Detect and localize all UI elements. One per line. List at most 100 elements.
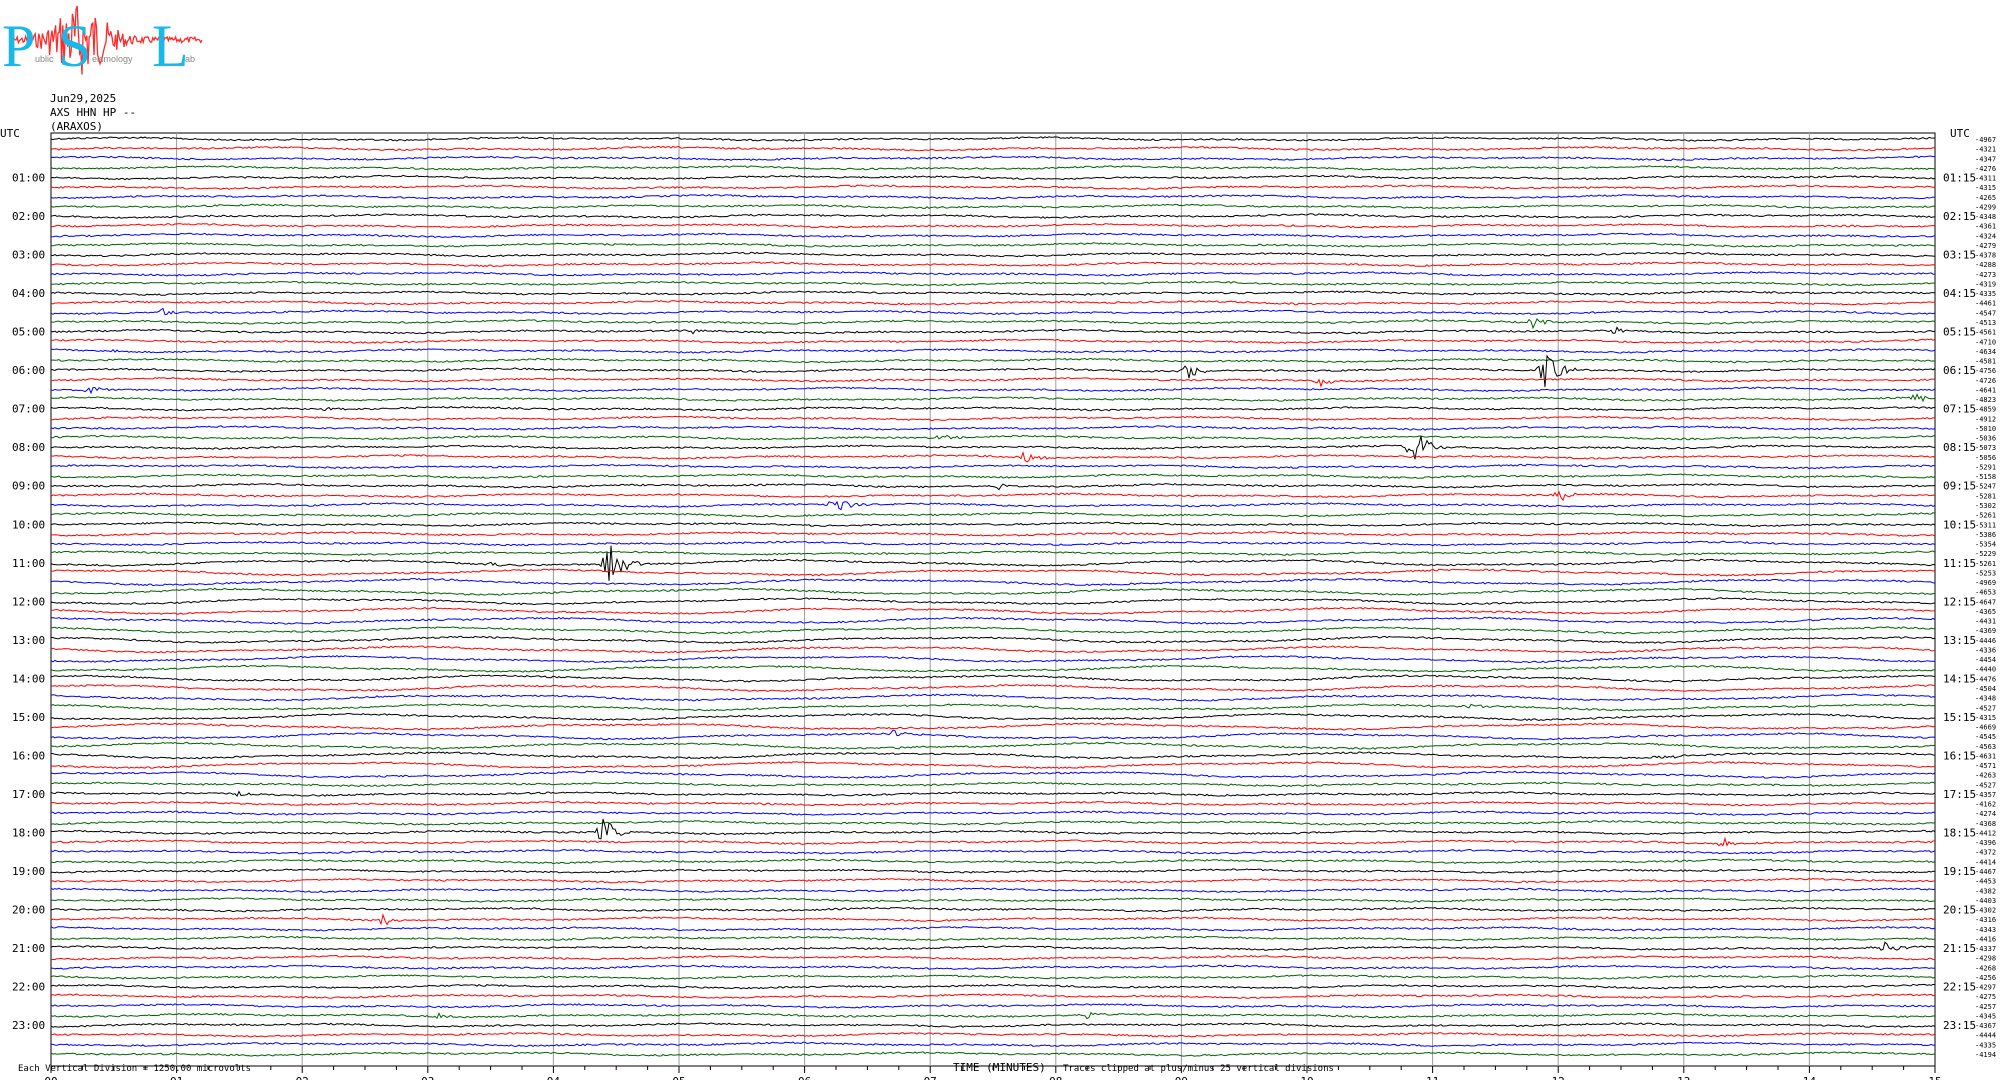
seismic-trace	[50, 317, 1936, 330]
seismic-trace	[50, 664, 1935, 673]
trace-offset-label: -4367	[1975, 1022, 1996, 1030]
minute-tick-label: 08	[1049, 1075, 1062, 1080]
seismic-trace	[50, 540, 1936, 547]
seismic-trace	[50, 954, 1936, 961]
seismic-trace	[50, 261, 1936, 268]
seismic-trace	[50, 521, 1936, 527]
seismic-trace	[50, 693, 1936, 702]
utc-label-right: UTC	[1950, 127, 1970, 140]
trace-offset-label: -5010	[1975, 425, 1996, 433]
seismic-trace	[50, 242, 1936, 248]
seismic-trace	[50, 165, 1936, 171]
trace-offset-label: -4547	[1975, 309, 1996, 317]
hour-label-left: 06:00	[12, 364, 45, 377]
seismic-trace	[50, 655, 1936, 664]
trace-offset-label: -4315	[1975, 184, 1996, 192]
header-date: Jun29,2025	[50, 92, 117, 105]
trace-offset-label: -4365	[1975, 608, 1996, 616]
logo-seismogram-trace	[9, 5, 203, 75]
seismic-trace	[50, 722, 1936, 731]
trace-offset-label: -4311	[1975, 175, 1996, 183]
trace-offset-label: -4440	[1975, 666, 1996, 674]
seismic-trace	[50, 376, 1936, 388]
trace-offset-label: -4527	[1975, 704, 1996, 712]
trace-offset-label: -4967	[1975, 136, 1996, 144]
hour-label-right: 16:15	[1943, 749, 1976, 762]
hour-label-right: 07:15	[1943, 403, 1976, 416]
seismic-trace	[50, 926, 1936, 932]
trace-offset-label: -4361	[1975, 223, 1996, 231]
trace-offset-label: -4288	[1975, 261, 1996, 269]
trace-offset-label: -4647	[1975, 598, 1996, 606]
minute-tick-label: 00	[44, 1075, 57, 1080]
trace-offset-label: -4337	[1975, 945, 1996, 953]
trace-offset-label: -5386	[1975, 531, 1996, 539]
seismic-trace	[50, 568, 1936, 577]
seismic-trace	[50, 626, 1936, 635]
minute-tick-label: 07	[924, 1075, 937, 1080]
logo-word-lab: ab	[185, 54, 195, 64]
seismic-trace	[50, 578, 1935, 587]
trace-offset-label: -5261	[1975, 512, 1996, 520]
seismic-trace	[50, 858, 1936, 865]
hour-label-right: 15:15	[1943, 711, 1976, 724]
trace-offset-label: -4319	[1975, 280, 1996, 288]
seismic-trace	[50, 290, 1936, 296]
trace-offset-label: -4335	[1975, 290, 1996, 298]
axis-labels: 00 01 02 03 04 05 06 07 08 09 10 11 12 13 14 15 UTC UTC 01…	[0, 127, 1996, 1080]
trace-offset-label: -4513	[1975, 319, 1996, 327]
seismic-trace	[50, 713, 1936, 722]
seismic-trace	[50, 300, 1936, 306]
trace-offset-label: -4378	[1975, 252, 1996, 260]
seismic-trace	[50, 729, 1936, 741]
psl-logo: P S L ublic eismology ab	[2, 5, 203, 79]
trace-offset-label: -5253	[1975, 569, 1996, 577]
hour-label-right: 11:15	[1943, 557, 1976, 570]
trace-offset-label: -4669	[1975, 724, 1996, 732]
trace-offset-label: -4279	[1975, 242, 1996, 250]
minute-tick-label: 04	[547, 1075, 561, 1080]
seismic-trace	[50, 1051, 1936, 1057]
trace-offset-label: -4302	[1975, 907, 1996, 915]
trace-offset-label: -4504	[1975, 685, 1996, 693]
seismic-trace	[50, 818, 1936, 840]
hour-label-right: 10:15	[1943, 518, 1976, 531]
hour-label-right: 12:15	[1943, 595, 1976, 608]
trace-offset-label: -4969	[1975, 579, 1996, 587]
trace-offset-label: -4335	[1975, 1041, 1996, 1049]
seismic-trace	[50, 251, 1936, 258]
hour-label-left: 07:00	[12, 403, 45, 416]
trace-offset-label: -5229	[1975, 550, 1996, 558]
hour-label-left: 02:00	[12, 210, 45, 223]
trace-offset-label: -5073	[1975, 444, 1996, 452]
seismic-trace	[50, 511, 1936, 518]
trace-offset-label: -4571	[1975, 762, 1996, 770]
seismic-trace	[50, 450, 1936, 463]
hour-label-right: 01:15	[1943, 172, 1976, 185]
hour-label-right: 18:15	[1943, 826, 1976, 839]
hour-label-right: 21:15	[1943, 942, 1976, 955]
trace-offset-label: -5158	[1975, 473, 1996, 481]
trace-offset-label: -4274	[1975, 810, 1996, 818]
utc-label-left: UTC	[0, 127, 20, 140]
hour-label-left: 15:00	[12, 711, 45, 724]
seismic-trace	[50, 425, 1936, 431]
seismic-trace	[50, 836, 1936, 847]
hour-label-left: 22:00	[12, 981, 45, 994]
hour-label-right: 20:15	[1943, 904, 1976, 917]
header-station: AXS HHN HP --	[50, 106, 137, 119]
hour-label-right: 23:15	[1943, 1019, 1976, 1032]
footer-clipping-note: Traces clipped at plus/minus 25 vertical…	[1063, 1064, 1334, 1074]
seismic-trace	[50, 1041, 1936, 1048]
seismic-trace	[50, 983, 1936, 990]
trace-offset-label: -4444	[1975, 1032, 1996, 1040]
trace-offset-label: -4257	[1975, 1003, 1996, 1011]
trace-offset-label: -5302	[1975, 502, 1996, 510]
trace-offset-label: -4527	[1975, 781, 1996, 789]
trace-offset-label: -4315	[1975, 714, 1996, 722]
hour-label-left: 18:00	[12, 826, 45, 839]
seismic-trace	[50, 463, 1936, 470]
trace-offset-label: -4726	[1975, 377, 1996, 385]
seismic-trace	[50, 645, 1935, 654]
seismic-trace	[50, 155, 1936, 162]
